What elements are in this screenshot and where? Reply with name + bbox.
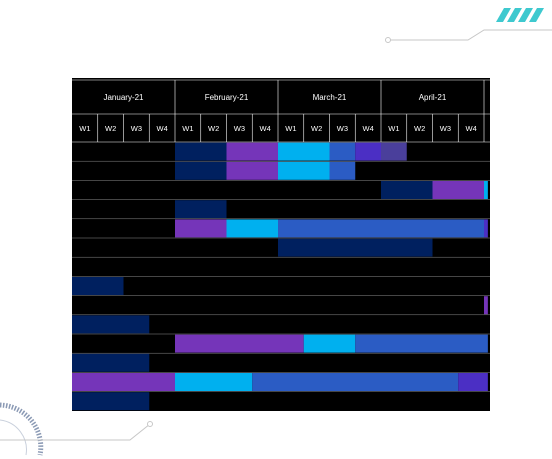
gantt-bar (72, 315, 150, 334)
week-label: W4 (466, 124, 477, 133)
gantt-chart: January-21 W1 W2 W3 W4 February-21 W1 W2 W3 W4 Mar… (72, 78, 490, 411)
gantt-bar (484, 296, 488, 315)
stripe (529, 8, 544, 22)
gantt-bar (278, 238, 433, 257)
gantt-bar (175, 200, 227, 219)
gantt-bar (226, 219, 278, 238)
connector-line (0, 423, 151, 441)
gantt-bar (278, 161, 330, 180)
week-label: W3 (440, 124, 451, 133)
gantt-bar (72, 277, 124, 295)
gantt-bar (175, 219, 227, 238)
week-label: W1 (388, 124, 399, 133)
gantt-bar (226, 161, 278, 180)
gantt-bar (72, 392, 150, 411)
month-label: January-21 (103, 93, 144, 102)
week-label: W2 (105, 124, 116, 133)
gantt-bar (484, 181, 488, 199)
week-label: W3 (131, 124, 142, 133)
gantt-bar (278, 142, 330, 161)
week-label: W2 (208, 124, 219, 133)
gantt-bar (329, 161, 356, 180)
week-label: W4 (363, 124, 374, 133)
gantt-bar (355, 334, 488, 353)
row-dividers (72, 160, 490, 392)
connector-line (388, 29, 552, 41)
gantt-bar (381, 181, 433, 199)
week-label: W1 (285, 124, 296, 133)
gantt-bar (355, 142, 381, 161)
week-label: W4 (157, 124, 168, 133)
week-label: W1 (79, 124, 90, 133)
gantt-bar (278, 219, 484, 238)
stripe (496, 8, 511, 22)
gantt-bar (72, 353, 150, 372)
bottom-connector-line (0, 421, 153, 441)
gantt-bar (226, 142, 278, 161)
month-label: February-21 (205, 93, 249, 102)
gantt-bar (432, 181, 484, 199)
week-label: W3 (234, 124, 245, 133)
circular-arc-icon (0, 402, 44, 456)
gantt-bar (175, 161, 227, 180)
gantt-bars (72, 142, 488, 411)
week-label: W1 (182, 124, 193, 133)
gantt-bar (252, 373, 459, 391)
arc-ticks (0, 402, 44, 456)
gantt-bar (329, 142, 356, 161)
gantt-bar (484, 219, 488, 238)
gantt-bar (175, 142, 227, 161)
week-label: W3 (337, 124, 348, 133)
connector-dot (147, 421, 153, 427)
slash-stripes-icon (496, 8, 544, 22)
gantt-bar (381, 142, 407, 161)
gantt-bar (72, 373, 175, 391)
month-label: March-21 (313, 93, 347, 102)
week-label: W4 (260, 124, 271, 133)
arc-inner (0, 419, 27, 456)
stripe (518, 8, 533, 22)
top-connector-line (385, 29, 552, 43)
week-label: W2 (414, 124, 425, 133)
gantt-bar (175, 373, 253, 391)
week-label: W2 (311, 124, 322, 133)
gantt-bar (458, 373, 488, 391)
gantt-bar (175, 334, 304, 353)
timeline-header: January-21 W1 W2 W3 W4 February-21 W1 W2 W3 W4 Mar… (72, 79, 490, 143)
stripe (507, 8, 522, 22)
gantt-bar (303, 334, 356, 353)
connector-dot (385, 37, 391, 43)
month-label: April-21 (419, 93, 447, 102)
